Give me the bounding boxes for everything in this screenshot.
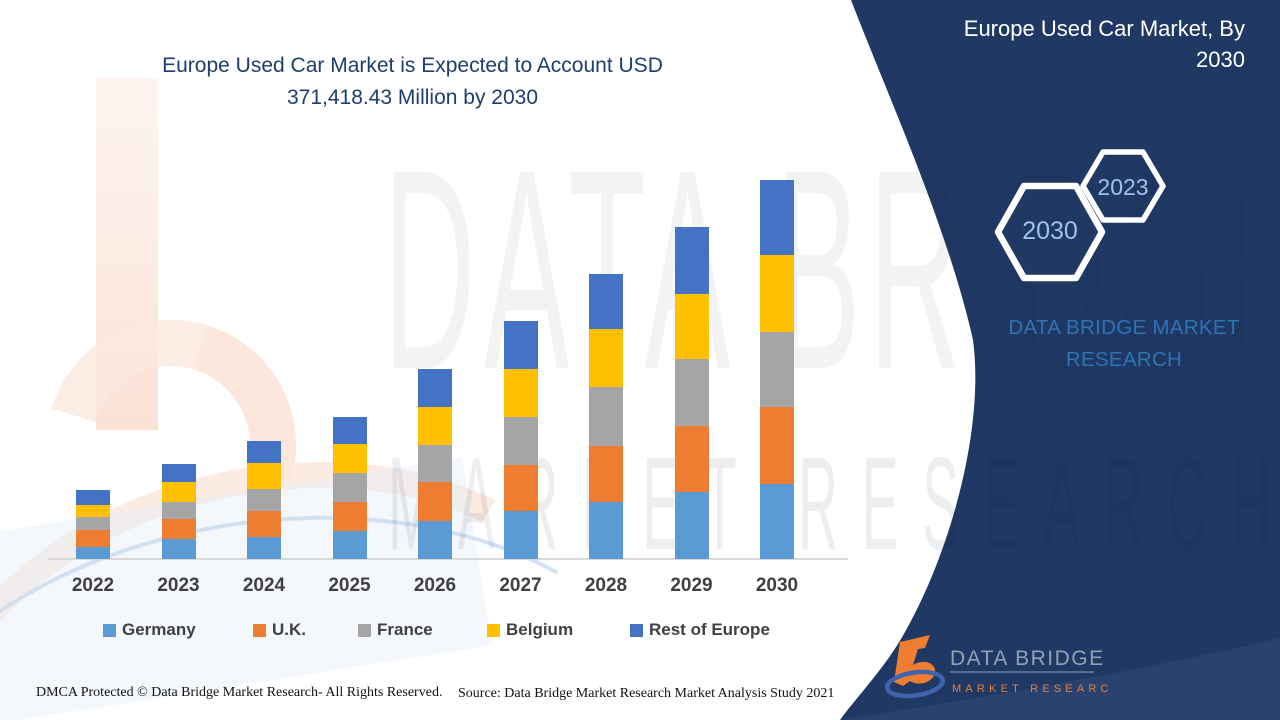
bar-segment-rest-of-europe-2027 — [503, 321, 538, 370]
bar-segment-u-k--2029 — [674, 425, 709, 493]
stacked-bar-2028 — [589, 274, 623, 559]
bar-segment-u-k--2025 — [332, 501, 367, 531]
bar-segment-germany-2023 — [161, 539, 196, 559]
stacked-bar-2024 — [247, 440, 281, 559]
legend-label: Rest of Europe — [649, 620, 770, 639]
bar-segment-belgium-2023 — [161, 482, 196, 503]
stacked-bar-2023 — [161, 464, 196, 559]
stacked-bar-2025 — [332, 416, 367, 559]
bar-segment-rest-of-europe-2029 — [674, 226, 709, 294]
logo-text-market-research: MARKET RESEARCH — [952, 683, 1110, 695]
chart-title-line2: 371,418.43 Million by 2030 — [286, 86, 538, 109]
x-axis-label-2023: 2023 — [157, 575, 200, 596]
bar-segment-u-k--2030 — [760, 407, 794, 484]
legend-swatch-icon — [487, 623, 500, 637]
x-axis-label-2028: 2028 — [584, 575, 628, 596]
bar-segment-rest-of-europe-2022 — [76, 489, 110, 505]
bar-segment-germany-2022 — [76, 546, 110, 559]
x-axis-label-2026: 2026 — [413, 575, 457, 596]
watermark-logo-stem — [96, 78, 158, 430]
bar-segment-rest-of-europe-2023 — [161, 464, 196, 483]
x-axis-line — [48, 558, 848, 560]
bar-segment-france-2029 — [674, 358, 709, 426]
bar-segment-germany-2028 — [589, 502, 623, 559]
x-axis-label-2027: 2027 — [499, 575, 542, 596]
x-axis-label-2030: 2030 — [755, 575, 799, 596]
bar-segment-france-2028 — [589, 387, 623, 446]
company-logo: DATA BRIDGE MARKET RESEARCH — [884, 635, 1110, 699]
bar-segment-u-k--2024 — [247, 510, 281, 538]
bar-segment-france-2022 — [76, 517, 110, 531]
footer-dmca-text: DMCA Protected © Data Bridge Market Rese… — [36, 685, 443, 700]
logo-text-data-bridge: DATA BRIDGE — [950, 647, 1105, 670]
stacked-bar-2022 — [76, 489, 110, 559]
legend-label: Germany — [122, 620, 196, 639]
chart-title-line1: Europe Used Car Market is Expected to Ac… — [162, 54, 663, 77]
bar-segment-france-2026 — [418, 444, 452, 483]
bar-segment-belgium-2025 — [332, 444, 367, 474]
bar-segment-u-k--2027 — [503, 464, 538, 512]
footer-source-text: Source: Data Bridge Market Research Mark… — [458, 686, 835, 701]
stacked-bar-2027 — [503, 321, 538, 559]
brand-wordmark: DATA BRIDGE MARKET RESEARCH — [1008, 316, 1240, 371]
bar-segment-france-2025 — [332, 473, 367, 502]
bar-segment-u-k--2028 — [589, 445, 623, 503]
bar-segment-belgium-2022 — [76, 504, 110, 518]
bar-segment-rest-of-europe-2030 — [760, 179, 794, 255]
bar-segment-germany-2026 — [418, 521, 452, 559]
legend-label: Belgium — [506, 620, 574, 639]
stacked-bar-2026 — [418, 369, 452, 559]
badge-year-2023: 2023 — [1097, 174, 1149, 200]
bar-segment-germany-2025 — [332, 530, 367, 559]
bar-segment-germany-2029 — [674, 492, 709, 559]
legend-item-france: France — [358, 620, 433, 640]
bar-segment-france-2023 — [161, 502, 196, 519]
legend-swatch-icon — [253, 623, 266, 637]
bar-segment-france-2030 — [760, 332, 794, 408]
bar-segment-germany-2030 — [760, 484, 794, 559]
bar-segment-france-2024 — [247, 488, 281, 511]
bar-segment-belgium-2024 — [247, 463, 281, 489]
x-axis-label-2025: 2025 — [328, 575, 371, 596]
bar-segment-germany-2027 — [503, 511, 538, 559]
logo-b-icon — [894, 635, 936, 686]
legend-label: U.K. — [272, 620, 306, 639]
logo-swoosh-icon — [884, 669, 946, 699]
bar-segment-germany-2024 — [247, 537, 281, 559]
legend-swatch-icon — [358, 623, 371, 637]
legend-swatch-icon — [630, 623, 643, 637]
legend-label: France — [377, 620, 433, 639]
bar-segment-belgium-2026 — [418, 406, 452, 445]
bar-segment-belgium-2028 — [589, 329, 623, 388]
chart-title: Europe Used Car Market is Expected to Ac… — [85, 50, 740, 114]
x-axis-label-2029: 2029 — [670, 575, 713, 596]
bar-segment-rest-of-europe-2028 — [589, 274, 623, 330]
x-axis-label-2024: 2024 — [242, 575, 286, 596]
legend-item-germany: Germany — [103, 620, 196, 640]
bar-segment-belgium-2029 — [674, 293, 709, 359]
legend-item-rest-of-europe: Rest of Europe — [630, 620, 770, 640]
stacked-bar-2030 — [760, 179, 794, 559]
panel-title: Europe Used Car Market, By 2030 — [963, 16, 1245, 72]
legend-swatch-icon — [103, 623, 116, 637]
legend-item-belgium: Belgium — [487, 620, 573, 640]
bar-segment-u-k--2026 — [418, 482, 452, 522]
legend-item-u-k-: U.K. — [253, 620, 306, 640]
bar-segment-rest-of-europe-2026 — [418, 369, 452, 407]
bar-segment-france-2027 — [503, 417, 538, 465]
bar-segment-u-k--2023 — [161, 519, 196, 539]
bar-segment-rest-of-europe-2024 — [247, 440, 281, 464]
x-axis-label-2022: 2022 — [71, 575, 115, 596]
bar-segment-belgium-2027 — [503, 369, 538, 418]
bar-segment-rest-of-europe-2025 — [332, 416, 367, 445]
bar-segment-belgium-2030 — [760, 254, 794, 333]
badge-year-2030: 2030 — [1022, 217, 1078, 245]
bar-segment-u-k--2022 — [76, 530, 110, 547]
stacked-bar-2029 — [674, 226, 709, 559]
